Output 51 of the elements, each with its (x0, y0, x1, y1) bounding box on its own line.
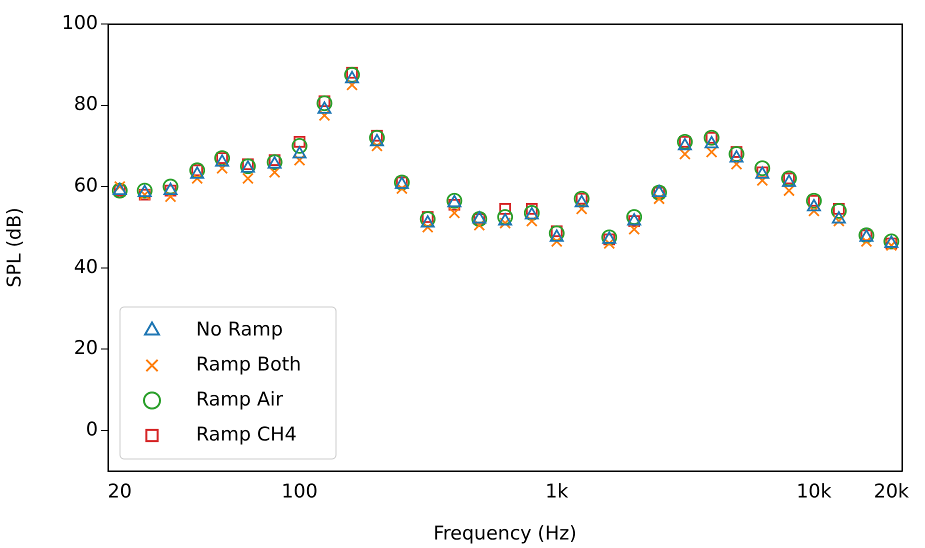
point (730, 158, 742, 170)
point (448, 207, 460, 219)
point (808, 205, 820, 217)
x-axis-title: Frequency (Hz) (433, 522, 577, 545)
x-tick-label: 10k (796, 480, 832, 502)
point (162, 178, 178, 194)
point (754, 160, 770, 176)
point (422, 221, 434, 234)
legend-label: No Ramp (196, 318, 283, 340)
point (216, 162, 228, 174)
y-tick-label: 40 (74, 256, 98, 278)
point (292, 138, 308, 154)
point (369, 130, 385, 146)
y-tick-label: 20 (74, 337, 98, 360)
point (371, 140, 383, 152)
x-tick-label: 20 (108, 480, 132, 502)
point (346, 79, 358, 91)
point (756, 174, 768, 186)
point (344, 66, 360, 83)
point (576, 203, 588, 215)
point (294, 154, 306, 166)
point (783, 184, 795, 196)
y-axis-title: SPL (dB) (3, 207, 26, 288)
point (728, 146, 744, 162)
legend-label: Ramp CH4 (196, 423, 297, 446)
legend-label: Ramp Both (196, 353, 302, 376)
point (316, 95, 332, 112)
point (706, 146, 718, 158)
point (628, 223, 640, 236)
point (318, 110, 330, 122)
point (526, 215, 538, 227)
point (191, 172, 204, 184)
x-tick-label: 100 (281, 480, 318, 502)
point (268, 166, 280, 178)
point (497, 209, 514, 225)
x-tick-label: 1k (545, 480, 568, 502)
point (164, 190, 176, 203)
point (860, 236, 872, 248)
point (242, 172, 254, 184)
legend-label: Ramp Air (196, 388, 284, 410)
point (420, 211, 436, 227)
x-tick-label: 20k (874, 480, 909, 502)
point (499, 203, 511, 215)
y-tick-label: 80 (74, 93, 98, 116)
point (626, 209, 642, 225)
point (830, 203, 847, 219)
point (550, 236, 563, 248)
y-tick-label: 60 (74, 174, 98, 196)
point (548, 225, 565, 242)
y-tick-label: 100 (62, 12, 98, 34)
y-tick-label: 0 (86, 418, 98, 440)
